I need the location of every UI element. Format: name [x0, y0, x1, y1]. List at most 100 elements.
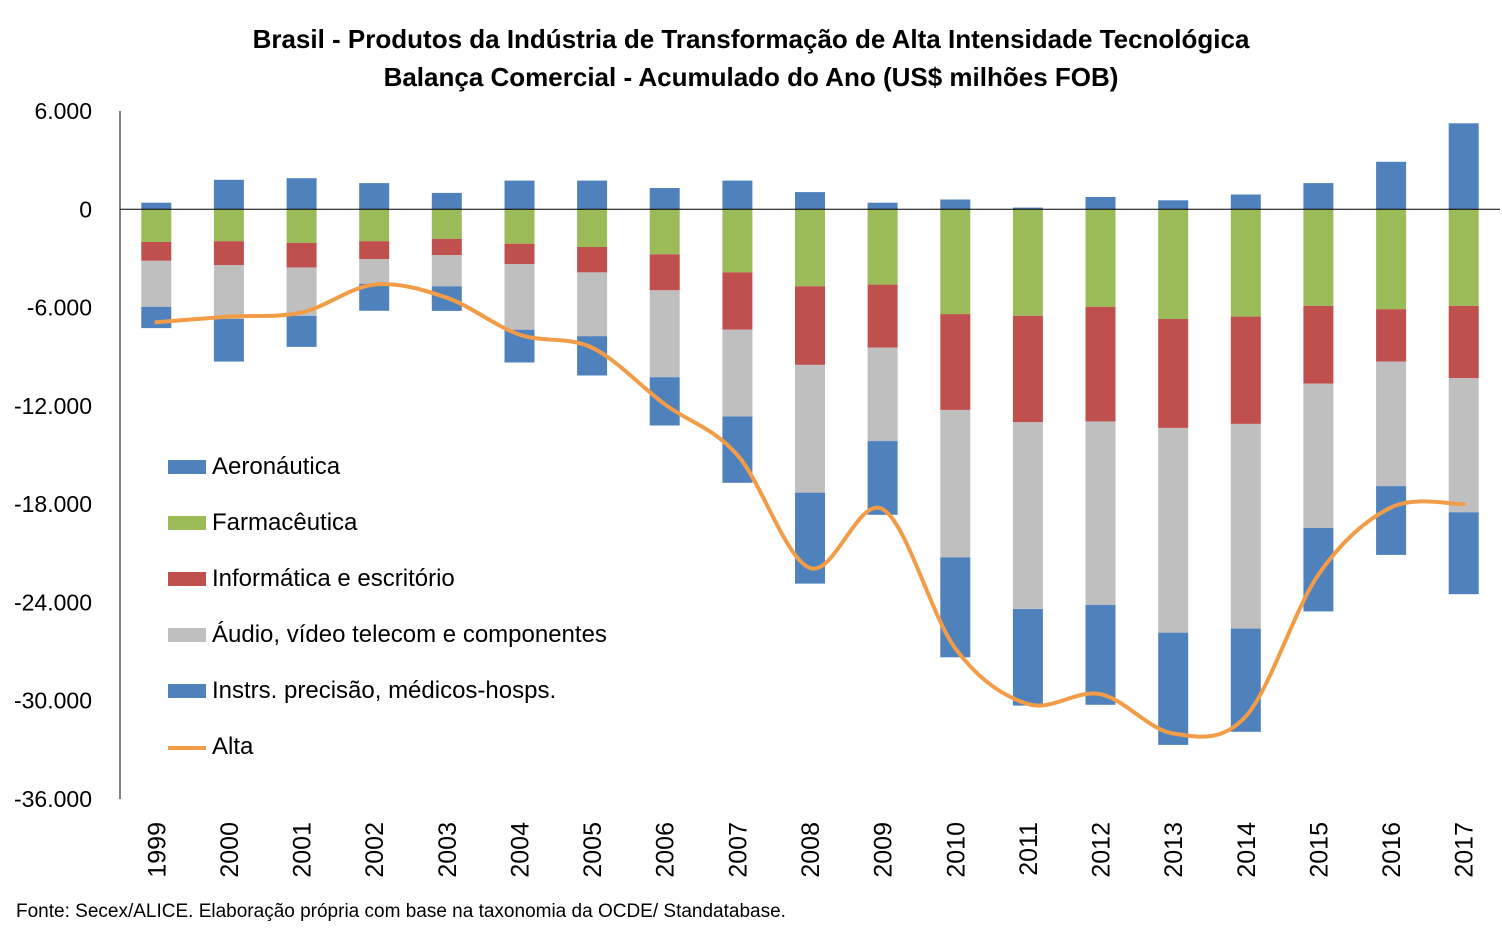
legend-label-alta: Alta: [212, 733, 254, 760]
bar-audio-video-telecom-e-componentes-2012: [1085, 421, 1116, 605]
bar-audio-video-telecom-e-componentes-2013: [1158, 428, 1189, 633]
x-tick-label: 2013: [1160, 822, 1188, 878]
bar-aeronautica-2008: [795, 192, 825, 210]
bar-informatica-e-escritorio-1999: [141, 242, 172, 261]
bar-audio-video-telecom-e-componentes-2002: [359, 259, 390, 284]
y-tick-label: -36.000: [14, 786, 92, 812]
legend-swatch-alta: [168, 746, 206, 750]
bar-aeronautica-2005: [577, 180, 608, 210]
bar-informatica-e-escritorio-2007: [722, 272, 753, 330]
x-tick-label: 2011: [1015, 822, 1043, 876]
bar-instrs-precisao-medicos-hosps-2000: [213, 319, 244, 362]
bar-audio-video-telecom-e-componentes-2016: [1376, 361, 1407, 487]
bar-farmaceutica-2005: [577, 209, 608, 247]
x-tick-label: 2003: [434, 822, 462, 878]
bar-informatica-e-escritorio-2001: [286, 242, 317, 268]
bar-farmaceutica-2010: [940, 209, 971, 315]
x-tick-label: 2010: [942, 822, 970, 878]
bar-audio-video-telecom-e-componentes-2004: [504, 264, 535, 330]
legend-label-farmaceutica: Farmacêutica: [212, 509, 358, 536]
bar-aeronautica-2010: [940, 199, 971, 210]
x-tick-label: 2015: [1305, 822, 1333, 878]
legend-label-informatica: Informática e escritório: [212, 565, 455, 592]
bar-farmaceutica-2017: [1448, 209, 1479, 306]
y-tick-label: -18.000: [14, 491, 92, 517]
bar-informatica-e-escritorio-2003: [431, 238, 462, 256]
bar-audio-video-telecom-e-componentes-2007: [722, 329, 753, 417]
x-tick-label: 2009: [870, 822, 898, 878]
bar-instrs-precisao-medicos-hosps-1999: [141, 306, 172, 329]
bar-farmaceutica-2013: [1158, 209, 1189, 320]
bar-farmaceutica-2003: [431, 209, 462, 239]
bar-aeronautica-2011: [1012, 207, 1043, 210]
x-tick-label: 1999: [143, 822, 171, 878]
bars-group: [141, 123, 1479, 745]
bar-instrs-precisao-medicos-hosps-2010: [940, 557, 971, 658]
bar-informatica-e-escritorio-2010: [940, 314, 971, 410]
x-tick-label: 2008: [797, 822, 825, 878]
bar-audio-video-telecom-e-componentes-2011: [1012, 422, 1043, 609]
y-tick-label: 0: [79, 196, 92, 222]
bar-farmaceutica-2014: [1230, 209, 1261, 317]
legend-label-aeronautica: Aeronáutica: [212, 453, 341, 480]
bar-informatica-e-escritorio-2004: [504, 243, 535, 265]
chart-subtitle: Balança Comercial - Acumulado do Ano (US…: [383, 62, 1119, 92]
x-tick-label: 2007: [724, 822, 752, 878]
bar-farmaceutica-2015: [1303, 209, 1334, 306]
legend-swatch-audio-video: [168, 628, 206, 642]
bar-aeronautica-2012: [1085, 197, 1116, 210]
bar-aeronautica-2015: [1303, 183, 1334, 210]
bar-aeronautica-2013: [1158, 200, 1189, 210]
bar-audio-video-telecom-e-componentes-2003: [431, 255, 462, 287]
x-tick-label: 2014: [1233, 822, 1261, 878]
source-note: Fonte: Secex/ALICE. Elaboração própria c…: [16, 901, 786, 922]
bar-instrs-precisao-medicos-hosps-2009: [867, 441, 898, 515]
y-tick-label: -6.000: [27, 295, 92, 321]
bar-audio-video-telecom-e-componentes-2005: [577, 272, 608, 337]
legend-swatch-farmaceutica: [168, 516, 206, 530]
bar-farmaceutica-2006: [649, 209, 680, 255]
legend-label-instrumentos: Instrs. precisão, médicos-hosps.: [212, 677, 557, 704]
y-tick-label: -24.000: [14, 589, 92, 615]
bar-informatica-e-escritorio-2009: [867, 284, 898, 348]
x-tick-label: 2004: [506, 822, 534, 878]
bar-audio-video-telecom-e-componentes-1999: [141, 260, 172, 307]
bar-audio-video-telecom-e-componentes-2015: [1303, 383, 1334, 528]
bar-aeronautica-2014: [1230, 194, 1261, 210]
bar-aeronautica-2000: [213, 179, 244, 210]
bar-farmaceutica-2009: [867, 209, 898, 285]
x-tick-label: 2005: [579, 822, 607, 878]
bar-farmaceutica-2016: [1376, 209, 1407, 310]
x-tick-label: 2016: [1378, 822, 1406, 878]
legend-swatch-informatica: [168, 572, 206, 586]
bar-aeronautica-2004: [504, 180, 535, 210]
bar-informatica-e-escritorio-2000: [213, 241, 244, 265]
bar-farmaceutica-2008: [795, 209, 825, 287]
y-tick-label: 6.000: [34, 98, 92, 124]
bar-informatica-e-escritorio-2016: [1376, 309, 1407, 362]
bar-instrs-precisao-medicos-hosps-2016: [1376, 486, 1407, 555]
bar-aeronautica-2007: [722, 180, 753, 210]
x-tick-label: 2000: [216, 822, 244, 878]
bar-farmaceutica-2001: [286, 209, 317, 243]
bar-informatica-e-escritorio-2002: [359, 241, 390, 260]
y-tick-label: -30.000: [14, 688, 92, 714]
bar-informatica-e-escritorio-2013: [1158, 319, 1189, 428]
bar-informatica-e-escritorio-2011: [1012, 315, 1043, 423]
bar-audio-video-telecom-e-componentes-2014: [1230, 423, 1261, 629]
bar-informatica-e-escritorio-2015: [1303, 305, 1334, 384]
bar-farmaceutica-2012: [1085, 209, 1116, 307]
bar-farmaceutica-2000: [213, 209, 244, 242]
bar-informatica-e-escritorio-2012: [1085, 306, 1116, 422]
bar-informatica-e-escritorio-2006: [649, 254, 680, 291]
x-tick-label: 2002: [361, 822, 389, 878]
bar-aeronautica-2017: [1448, 123, 1479, 210]
bar-aeronautica-2016: [1376, 161, 1407, 210]
bar-audio-video-telecom-e-componentes-2008: [795, 364, 825, 493]
x-tick-label: 2006: [652, 822, 680, 878]
bar-instrs-precisao-medicos-hosps-2012: [1085, 604, 1116, 705]
bar-aeronautica-1999: [141, 202, 172, 210]
x-tick-label: 2012: [1088, 822, 1116, 878]
bar-audio-video-telecom-e-componentes-2000: [213, 265, 244, 320]
bar-aeronautica-2009: [867, 202, 898, 210]
